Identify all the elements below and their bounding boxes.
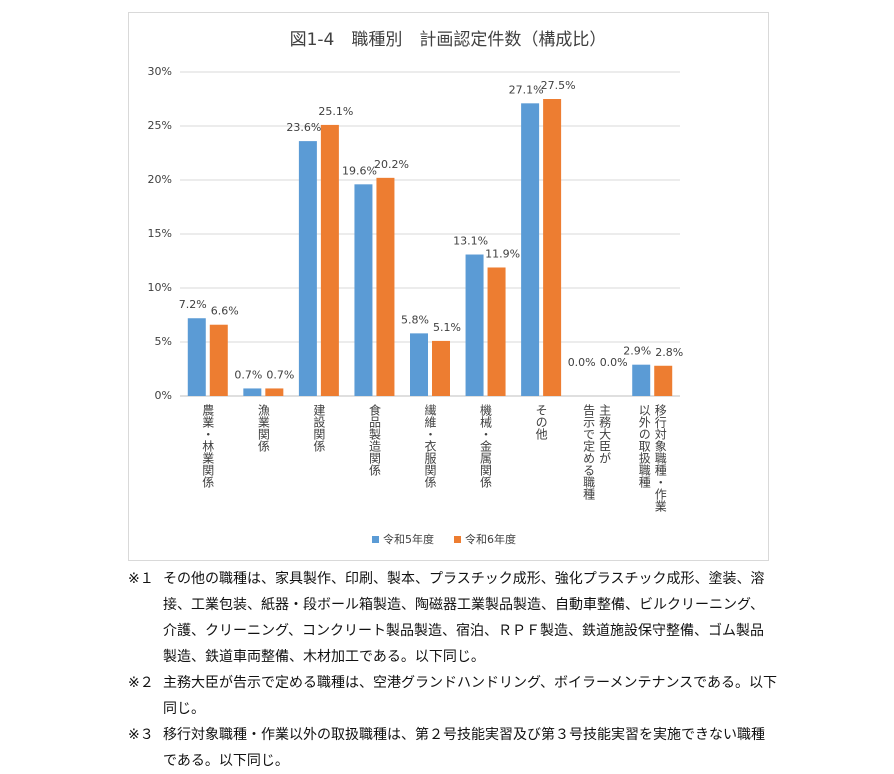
x-tick-label: 以外の取扱職種 [637, 404, 651, 488]
bar [521, 103, 540, 396]
note-mark: ※３ [128, 727, 154, 743]
value-label: 2.9% [623, 345, 651, 358]
y-tick-label: 15% [148, 227, 172, 240]
bar [187, 318, 206, 396]
bar [320, 124, 339, 397]
value-label: 19.6% [342, 164, 377, 177]
note: ※２ 主務大臣が告示で定める職種は、空港グランドハンドリング、ボイラーメンテナンス… [128, 670, 778, 722]
bar [354, 184, 373, 396]
value-label: 25.1% [318, 105, 353, 118]
y-tick-label: 10% [148, 281, 172, 294]
y-tick-label: 25% [148, 119, 172, 132]
value-label: 6.6% [211, 305, 239, 318]
legend-swatch [372, 536, 379, 543]
value-label: 0.7% [266, 368, 294, 381]
legend-label: 令和6年度 [465, 532, 516, 546]
note-text: 主務大臣が告示で定める職種は、空港グランドハンドリング、ボイラーメンテナンスであ… [163, 675, 778, 717]
note-mark: ※１ [128, 571, 154, 587]
bar [410, 333, 428, 396]
note: ※３ 移行対象職種・作業以外の取扱職種は、第２号技能実習及び第３号技能実習を実施で… [128, 722, 778, 774]
note-text: 移行対象職種・作業以外の取扱職種は、第２号技能実習及び第３号技能実習を実施できな… [163, 727, 765, 769]
x-tick-label: 主務大臣が [598, 404, 612, 464]
bar [298, 141, 317, 396]
legend-swatch [454, 536, 461, 543]
bar [265, 388, 284, 396]
x-tick-label: 建設関係 [312, 404, 326, 452]
bar [243, 388, 262, 396]
value-label: 5.1% [433, 321, 461, 334]
value-label: 0.0% [568, 356, 596, 369]
x-tick-label: 農業・林業関係 [201, 404, 215, 488]
y-tick-label: 20% [148, 173, 172, 186]
value-label: 20.2% [374, 158, 409, 171]
x-tick-label: 食品製造関係 [367, 403, 381, 476]
value-label: 7.2% [179, 298, 207, 311]
bar [376, 177, 395, 396]
bar [543, 99, 562, 396]
x-tick-label: 移行対象職種・作業 [653, 404, 667, 512]
value-label: 0.7% [234, 368, 262, 381]
x-tick-label: その他 [534, 404, 548, 440]
value-label: 23.6% [286, 121, 321, 134]
value-label: 0.0% [600, 356, 628, 369]
x-tick-label: 繊維・衣服関係 [423, 404, 437, 488]
bar [432, 340, 450, 396]
x-tick-label: 告示で定める職種 [582, 404, 596, 500]
chart: 図1-4 職種別 計画認定件数（構成比） 0% 5% 10% 15% 20% 25% 30%… [128, 12, 769, 561]
chart-frame [128, 12, 769, 561]
bar [654, 365, 673, 396]
note-mark: ※２ [128, 675, 154, 691]
x-tick-label: 機械・金属関係 [479, 403, 493, 488]
note: ※１ その他の職種は、家具製作、印刷、製本、プラスチック成形、強化プラスチック成形… [128, 566, 778, 670]
value-label: 5.8% [401, 313, 429, 326]
chart-title: 図1-4 職種別 計画認定件数（構成比） [290, 30, 607, 50]
value-label: 27.1% [509, 83, 544, 96]
bar [487, 267, 506, 396]
y-tick-label: 30% [148, 65, 172, 78]
bar [465, 254, 484, 396]
value-label: 2.8% [655, 346, 683, 359]
value-label: 27.5% [541, 79, 576, 92]
note-text: その他の職種は、家具製作、印刷、製本、プラスチック成形、強化プラスチック成形、塗… [163, 571, 765, 665]
bar [632, 364, 651, 396]
bar [209, 324, 228, 396]
y-tick-label: 5% [155, 335, 172, 348]
value-label: 11.9% [485, 247, 520, 260]
y-tick-label: 0% [155, 389, 172, 402]
value-label: 13.1% [453, 235, 488, 248]
x-tick-label: 漁業関係 [256, 404, 270, 452]
legend-label: 令和5年度 [383, 532, 434, 546]
